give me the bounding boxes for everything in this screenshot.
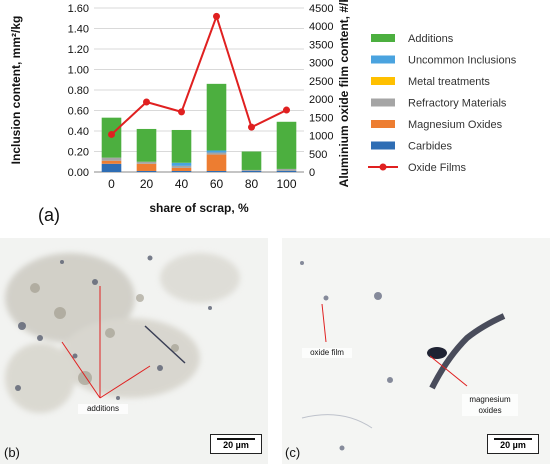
y-axis-label: Inclusion content, mm²/kg xyxy=(9,16,23,165)
y2-axis-label: Aluminium oxide film content, #/kg xyxy=(337,0,351,187)
y-tick-label: 0.40 xyxy=(68,126,89,138)
y2-tick-label: 1000 xyxy=(309,131,333,143)
legend-swatch xyxy=(371,120,395,128)
y-tick-label: 1.00 xyxy=(68,65,89,77)
y2-tick-label: 4000 xyxy=(309,21,333,33)
x-tick-label: 0 xyxy=(108,177,115,191)
y2-tick-label: 500 xyxy=(309,149,327,161)
legend-swatch xyxy=(371,55,395,64)
oxide-films-point xyxy=(248,123,255,131)
y2-tick-label: 2000 xyxy=(309,94,333,106)
y2-tick-label: 0 xyxy=(309,167,315,179)
x-axis-label: share of scrap, % xyxy=(149,201,249,215)
legend-swatch xyxy=(371,141,395,150)
legend-label: Oxide Films xyxy=(408,162,467,174)
bar-magnesium-oxides xyxy=(171,167,192,171)
oxide-films-point xyxy=(108,130,115,138)
bar-magnesium-oxides xyxy=(206,154,227,171)
legend-label: Refractory Materials xyxy=(408,98,507,110)
bar-refractory-materials xyxy=(276,168,297,171)
x-tick-label: 80 xyxy=(245,177,259,191)
y-tick-label: 0.00 xyxy=(68,167,89,179)
scale-bar-c-label: 20 µm xyxy=(500,440,526,450)
legend-swatch xyxy=(371,98,395,107)
legend-label: Metal treatments xyxy=(408,76,490,88)
x-tick-label: 100 xyxy=(276,177,296,191)
y-tick-label: 1.20 xyxy=(68,44,89,56)
bar-additions xyxy=(276,121,297,169)
x-tick-label: 60 xyxy=(210,177,224,191)
micrograph-b-image xyxy=(0,238,268,464)
bar-refractory-materials xyxy=(206,152,227,155)
bar-carbides xyxy=(206,170,227,172)
oxide-films-line xyxy=(110,13,287,136)
y2-tick-label: 4500 xyxy=(309,3,333,15)
y-tick-label: 0.20 xyxy=(68,147,89,159)
scale-bar-b-label: 20 µm xyxy=(223,440,249,450)
oxide-film-annotation: oxide film xyxy=(302,348,352,358)
oxide-films-point xyxy=(283,106,290,114)
bar-additions xyxy=(206,83,227,151)
y-tick-label: 0.80 xyxy=(68,85,89,97)
inclusion-chart: 0.00 0.20 0.40 0.60 0.80 1.00 1.20 1.40 1.60 0 500… xyxy=(9,0,517,215)
bar-additions xyxy=(136,128,157,162)
bar-carbides xyxy=(136,170,157,172)
bar-uncommon-inclusions xyxy=(206,150,227,153)
oxide-films-point xyxy=(178,108,185,116)
y2-tick-label: 3000 xyxy=(309,58,333,70)
bar-magnesium-oxides xyxy=(101,160,122,164)
bar-refractory-materials xyxy=(241,169,262,171)
bar-refractory-materials xyxy=(136,161,157,164)
y2-tick-label: 2500 xyxy=(309,76,333,88)
bar-refractory-materials xyxy=(101,157,122,161)
y-tick-label: 1.60 xyxy=(68,3,89,15)
bar-uncommon-inclusions xyxy=(171,162,192,166)
bar-carbides xyxy=(171,170,192,172)
bar-additions xyxy=(241,151,262,170)
bar-carbides xyxy=(101,163,122,172)
panel-label-a: (a) xyxy=(38,205,60,225)
oxide-films-point xyxy=(143,98,150,106)
oxide-films-point xyxy=(213,12,220,20)
bar-magnesium-oxides xyxy=(136,163,157,171)
legend-label: Magnesium Oxides xyxy=(408,119,503,131)
y2-tick-label: 3500 xyxy=(309,39,333,51)
legend-label: Additions xyxy=(408,33,454,45)
additions-annotation: additions xyxy=(78,404,128,414)
legend-swatch xyxy=(371,77,395,85)
legend-label: Uncommon Inclusions xyxy=(408,55,517,67)
x-tick-label: 20 xyxy=(140,177,154,191)
bar-carbides xyxy=(276,170,297,172)
scale-bar-c: 20 µm xyxy=(487,434,539,454)
micrograph-c: oxide film magnesium oxides 20 µm xyxy=(282,238,550,464)
legend-swatch xyxy=(371,34,395,42)
legend-label: Carbides xyxy=(408,141,453,153)
bar-additions xyxy=(171,129,192,163)
bar-refractory-materials xyxy=(171,165,192,168)
x-tick-label: 40 xyxy=(175,177,189,191)
y2-tick-label: 1500 xyxy=(309,112,333,124)
panel-label-b: (b) xyxy=(4,445,20,460)
legend-swatch-marker xyxy=(379,163,387,171)
y-tick-label: 1.40 xyxy=(68,24,89,36)
panel-label-c: (c) xyxy=(285,445,301,460)
magnesium-oxides-annotation: magnesium oxides xyxy=(462,394,518,416)
y-tick-label: 0.60 xyxy=(68,106,89,118)
scale-bar-b: 20 µm xyxy=(210,434,262,454)
micrograph-b: additions 20 µm xyxy=(0,238,268,464)
bar-carbides xyxy=(241,170,262,172)
